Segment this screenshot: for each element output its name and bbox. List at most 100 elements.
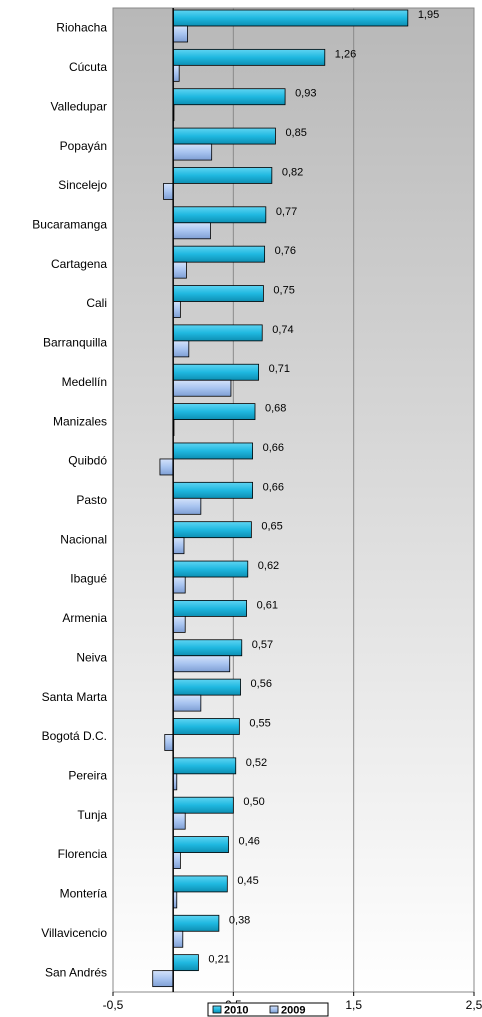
bar-2010 (172, 718, 240, 735)
data-label: 0,74 (272, 324, 293, 336)
legend-swatch-2010 (212, 1005, 222, 1014)
data-label: 0,75 (273, 285, 294, 297)
data-label: 0,77 (276, 206, 297, 218)
bar-2010 (172, 678, 241, 696)
legend: 2010 2009 (207, 1002, 329, 1017)
category-label: Montería (60, 887, 108, 901)
data-label: 1,26 (335, 48, 356, 60)
category-label: Barranquilla (43, 336, 107, 350)
bar-2010 (172, 481, 253, 499)
data-label: 0,85 (285, 127, 306, 139)
category-label: Ibagué (70, 572, 107, 586)
category-label: San Andrés (45, 965, 107, 979)
category-label: Cali (86, 296, 107, 310)
category-label: Nacional (60, 532, 107, 546)
category-label: Cartagena (51, 257, 107, 271)
data-label: 0,56 (251, 678, 272, 690)
category-label: Pereira (68, 769, 107, 783)
bar-2010 (172, 875, 228, 893)
bar-2009 (172, 64, 180, 82)
category-label: Valledupar (51, 99, 107, 113)
data-label: 0,38 (229, 914, 250, 926)
bar-2010 (172, 600, 247, 617)
bar-2010 (172, 521, 252, 539)
bar-2009 (159, 458, 174, 476)
category-labels: Riohacha Cúcuta Valledupar Popayán Sincelejo… (32, 21, 107, 980)
bar-2009 (172, 694, 202, 712)
bar-2009 (172, 655, 231, 673)
bar-2010 (172, 324, 263, 342)
legend-label-2009: 2009 (281, 1005, 305, 1017)
bar-2009 (172, 616, 186, 633)
data-label: 0,71 (269, 363, 290, 375)
bar-2009 (163, 183, 174, 200)
bar-2009 (152, 970, 174, 988)
bar-2009 (172, 852, 181, 869)
data-label: 0,65 (261, 521, 282, 533)
legend-label-2010: 2010 (224, 1005, 248, 1017)
bar-2009 (172, 497, 202, 515)
data-label: 0,46 (239, 836, 260, 848)
data-label: 0,21 (208, 954, 229, 966)
category-label: Tunja (77, 808, 107, 822)
bar-2009 (172, 222, 211, 240)
tick-label: 2,5 (466, 998, 482, 1012)
category-label: Armenia (62, 611, 107, 625)
bar-2009 (164, 734, 174, 751)
bar-2010 (172, 560, 249, 578)
bar-2010 (172, 206, 267, 224)
bar-2010 (172, 245, 266, 263)
category-label: Bogotá D.C. (42, 729, 107, 743)
data-label: 0,66 (263, 481, 284, 493)
category-label: Sincelejo (58, 178, 107, 192)
bar-2010 (172, 796, 234, 814)
data-label: 0,55 (249, 717, 270, 729)
bar-2010 (172, 285, 264, 302)
bar-2010 (172, 127, 276, 145)
data-label: 0,57 (252, 639, 273, 651)
category-label: Medellín (62, 375, 107, 389)
bar-2010 (172, 363, 260, 381)
data-label: 0,82 (282, 166, 303, 178)
data-label: 0,50 (243, 796, 264, 808)
data-label: 0,76 (275, 245, 296, 257)
bar-2010 (172, 836, 229, 853)
bar-2010 (172, 403, 256, 421)
category-label: Villavicencio (41, 926, 107, 940)
data-label: 0,66 (263, 442, 284, 454)
bar-2010 (172, 88, 286, 106)
category-label: Neiva (76, 650, 107, 664)
data-label: 0,68 (265, 403, 286, 415)
plot-area (112, 7, 475, 993)
bar-2010 (172, 48, 326, 66)
category-label: Manizales (53, 414, 107, 428)
bar-2009 (172, 143, 213, 161)
category-label: Quibdó (68, 454, 107, 468)
data-labels: 1,95 1,26 0,93 0,85 0,82 0,77 0,76 0,75 0,74 0,71… (208, 9, 439, 966)
bar-2010 (172, 954, 199, 972)
bar-2010 (172, 442, 253, 460)
legend-swatch-2009 (269, 1005, 279, 1014)
data-label: 0,93 (295, 88, 316, 100)
bar-2009 (172, 812, 186, 830)
category-label: Cúcuta (69, 60, 107, 74)
x-axis-ticks: -0,50,51,52,5 (103, 992, 482, 1012)
category-label: Popayán (60, 139, 107, 153)
bar-2010 (172, 914, 220, 932)
bar-2009 (172, 261, 187, 279)
category-label: Bucaramanga (32, 217, 107, 231)
data-label: 0,61 (257, 599, 278, 611)
category-label: Florencia (58, 847, 108, 861)
bar-2009 (172, 930, 184, 948)
bar-2010 (172, 639, 243, 657)
bar-2009 (172, 301, 181, 318)
data-label: 0,52 (246, 757, 267, 769)
legend-box (207, 1002, 329, 1017)
data-label: 0,62 (258, 560, 279, 572)
bar-2009 (172, 25, 189, 43)
bar-2010 (172, 9, 409, 27)
category-label: Pasto (76, 493, 107, 507)
tick-label: -0,5 (103, 998, 124, 1012)
bar-2010 (172, 757, 237, 775)
